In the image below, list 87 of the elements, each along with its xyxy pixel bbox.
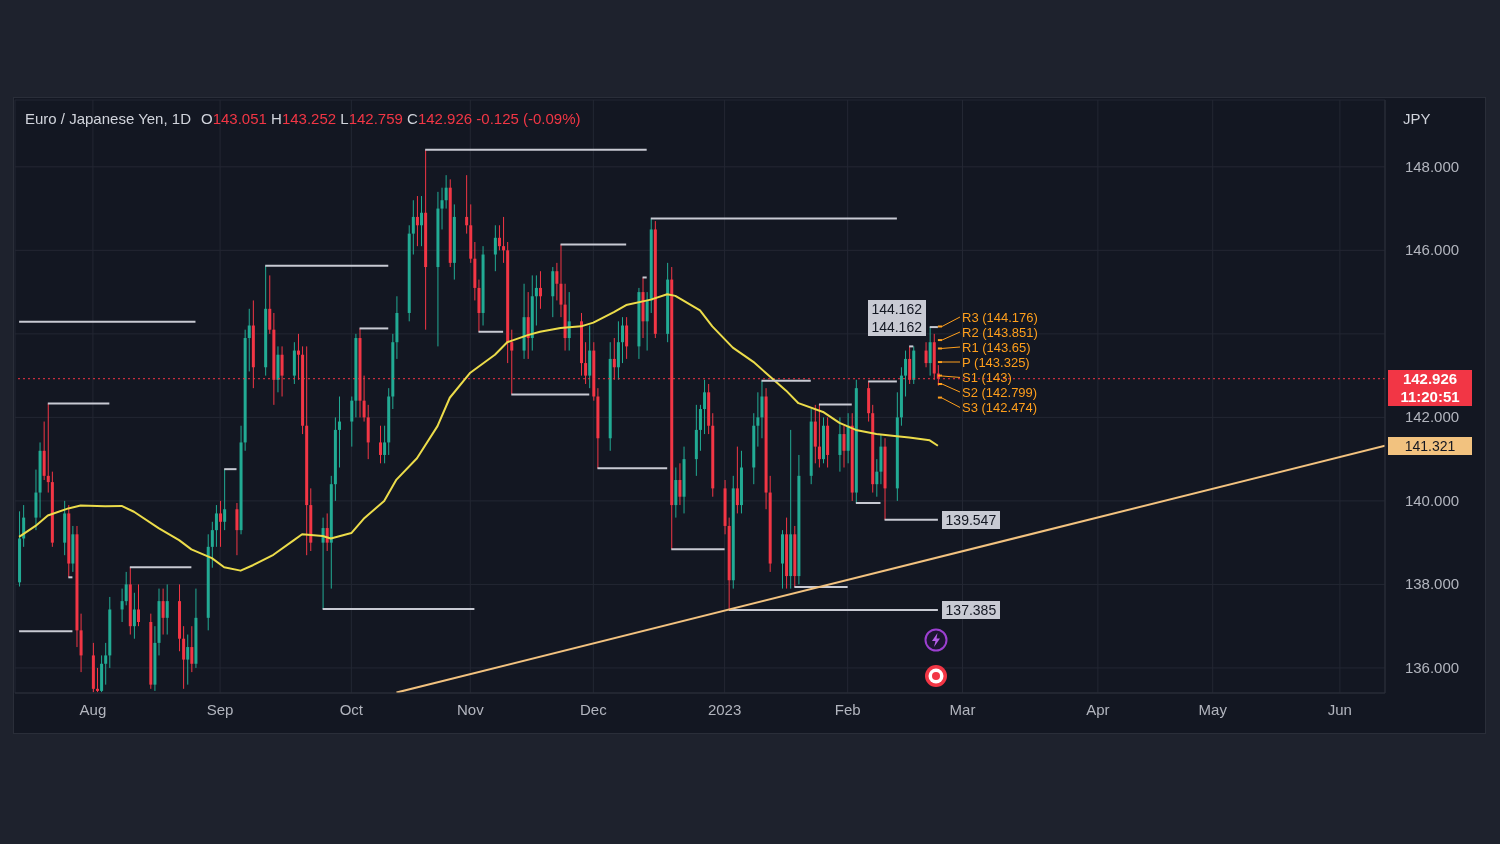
x-tick-label: May — [1198, 700, 1228, 718]
candlestick — [337, 396, 341, 468]
candlestick — [95, 667, 99, 693]
annotation: S1 (143) — [962, 369, 1012, 385]
candlestick — [555, 262, 559, 301]
candlestick — [235, 502, 239, 556]
candlestick — [161, 588, 165, 636]
candlestick — [924, 341, 928, 368]
candlestick — [497, 224, 501, 251]
candlestick — [420, 195, 424, 247]
candlestick — [502, 216, 506, 264]
data-label: 141.321 — [1404, 437, 1456, 454]
x-tick-label: Dec — [580, 700, 608, 718]
x-tick-label: Feb — [834, 700, 861, 718]
candlestick — [268, 274, 272, 335]
annotation: R1 (143.65) — [962, 339, 1031, 355]
candlestick — [444, 174, 448, 210]
x-tick-label: Apr — [1086, 700, 1110, 718]
annotation: S2 (142.799) — [962, 384, 1038, 400]
candlestick — [842, 425, 846, 468]
y-tick-label: 138.000 — [1404, 575, 1460, 593]
candlestick — [186, 634, 190, 686]
candlestick — [678, 462, 682, 506]
y-tick-label: 146.000 — [1404, 241, 1460, 259]
data-label: 144.162 — [871, 301, 922, 318]
candlestick — [120, 588, 124, 623]
y-tick-label: 136.000 — [1404, 658, 1460, 676]
candlestick — [756, 391, 760, 448]
candlestick — [534, 274, 538, 327]
candlestick — [104, 642, 108, 686]
x-tick-label: Jun — [1327, 700, 1352, 718]
candlestick — [645, 291, 649, 352]
candlestick — [165, 583, 169, 636]
candlestick — [383, 425, 387, 464]
candlestick — [210, 521, 214, 569]
candlestick — [46, 403, 50, 494]
annotation: P (143.325) — [962, 354, 1030, 370]
candlestick — [698, 404, 702, 452]
candlestick — [493, 224, 497, 272]
x-tick-label: Aug — [79, 700, 107, 718]
annotation: S3 (142.474) — [962, 399, 1038, 415]
candlestick — [214, 504, 218, 548]
candlestick — [223, 468, 227, 531]
candlestick — [415, 195, 419, 247]
text: O143.051 H143.252 L142.759 C142.926 -0.125 (-0.09%) — [200, 110, 581, 127]
candlestick — [875, 458, 879, 498]
candlestick — [137, 583, 140, 627]
y-tick-label: 148.000 — [1404, 157, 1460, 175]
candlestick — [838, 416, 842, 473]
candlestick — [219, 500, 223, 548]
candlestick — [465, 174, 469, 235]
candlestick — [182, 625, 186, 690]
y-axis-title: JPY — [1403, 110, 1431, 127]
data-label: 144.162 — [871, 319, 922, 336]
data-label: 139.547 — [945, 511, 997, 528]
candlestick — [625, 316, 629, 360]
candlestick — [124, 571, 128, 606]
x-tick-label: Mar — [949, 700, 976, 718]
line-series — [18, 293, 939, 572]
candlestick — [703, 379, 707, 435]
candlestick — [350, 396, 354, 448]
ref-line-label: 142.926 — [1402, 369, 1458, 387]
annotation: R3 (144.176) — [962, 309, 1038, 325]
y-tick-label: 140.000 — [1404, 491, 1460, 509]
candlestick — [190, 625, 194, 673]
candlestick — [621, 316, 625, 364]
candlestick — [379, 425, 383, 464]
candlestick — [411, 199, 415, 256]
text: Euro / Japanese Yen, 1D — [25, 110, 191, 127]
data-label: 137.385 — [945, 602, 997, 619]
x-tick-label: Nov — [456, 700, 485, 718]
text: 11:20:51 — [1400, 387, 1460, 405]
x-tick-label: Oct — [339, 700, 364, 718]
candlestick — [526, 291, 530, 360]
x-tick-label: Sep — [206, 700, 234, 718]
x-tick-label: 2023 — [707, 700, 742, 718]
candlestick — [559, 243, 563, 318]
candlestick — [567, 291, 571, 352]
candlestick — [735, 446, 739, 514]
y-tick-label: 142.000 — [1404, 408, 1460, 426]
candlestick — [817, 403, 821, 468]
candlestick — [538, 270, 542, 310]
candlestick — [247, 308, 251, 372]
candlestick — [904, 350, 908, 397]
annotation: R2 (143.851) — [962, 324, 1038, 340]
candlestick — [928, 326, 932, 377]
candlestick — [132, 592, 136, 640]
